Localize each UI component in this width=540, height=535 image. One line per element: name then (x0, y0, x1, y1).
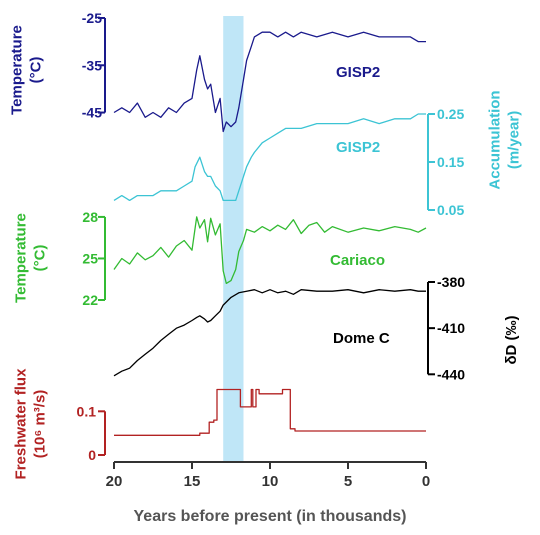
gisp2-accum-axis-title: Accumulation (m/year) (487, 90, 523, 189)
gisp2-temp-series-label: GISP2 (336, 64, 380, 81)
x-tick-label: 10 (262, 473, 279, 490)
freshwater-flux-tick-label: 0.1 (77, 403, 97, 419)
gisp2-accum-series-line (113, 113, 426, 202)
freshwater-flux-axis-title-line: Freshwater flux (13, 368, 30, 480)
domec-dd-axis-title-line: δD (‰) (503, 315, 520, 364)
gisp2-temp-tick-label: -35 (82, 57, 102, 73)
gisp2-accum-axis-title-line: (m/year) (506, 111, 523, 169)
cariaco-temp-tick-label: 28 (82, 209, 98, 225)
gisp2-temp-tick-label: -45 (82, 105, 102, 121)
gisp2-temp-series-line (113, 31, 426, 133)
x-tick-label: 15 (184, 473, 201, 490)
freshwater-flux-series-line (114, 388, 426, 436)
domec-dd-tick-label: -380 (437, 274, 465, 290)
x-tick-label: 0 (422, 473, 430, 490)
gisp2-accum-tick-label: 0.25 (437, 106, 464, 122)
cariaco-temp-series-line (113, 216, 427, 285)
domec-dd-series-line (113, 289, 426, 377)
domec-dd-tick-label: -440 (437, 366, 465, 382)
x-tick-label: 20 (106, 473, 123, 490)
x-axis-title: Years before present (in thousands) (134, 508, 407, 525)
gisp2-temp-axis-title-line: Temperature (9, 25, 26, 115)
cariaco-temp-axis-title-line: (°C) (32, 245, 49, 272)
freshwater-flux-axis-title-line: (10⁶ m³/s) (32, 390, 49, 459)
gisp2-accum-axis-title-line: Accumulation (487, 90, 504, 189)
freshwater-flux-tick-label: 0 (88, 447, 96, 463)
gisp2-accum-series-label: GISP2 (336, 139, 380, 156)
gisp2-accum-tick-label: 0.05 (437, 202, 464, 218)
gisp2-accum-tick-label: 0.15 (437, 154, 464, 170)
domec-dd-tick-label: -410 (437, 320, 465, 336)
highlight-band (223, 16, 244, 462)
gisp2-temp-axis-title: Temperature (°C) (9, 25, 45, 115)
cariaco-temp-series-label: Cariaco (330, 252, 385, 269)
cariaco-temp-axis-title-line: Temperature (13, 213, 30, 303)
gisp2-temp-axis-title-line: (°C) (28, 57, 45, 84)
cariaco-temp-tick-label: 22 (82, 292, 98, 308)
freshwater-flux-axis-title: Freshwater flux (10⁶ m³/s) (13, 368, 49, 480)
gisp2-temp-tick-label: -25 (82, 10, 102, 26)
cariaco-temp-tick-label: 25 (82, 250, 98, 266)
x-tick-label: 5 (344, 473, 352, 490)
cariaco-temp-axis-title: Temperature (°C) (13, 213, 49, 303)
domec-dd-series-label: Dome C (333, 330, 390, 347)
domec-dd-axis-title: δD (‰) (503, 315, 520, 364)
